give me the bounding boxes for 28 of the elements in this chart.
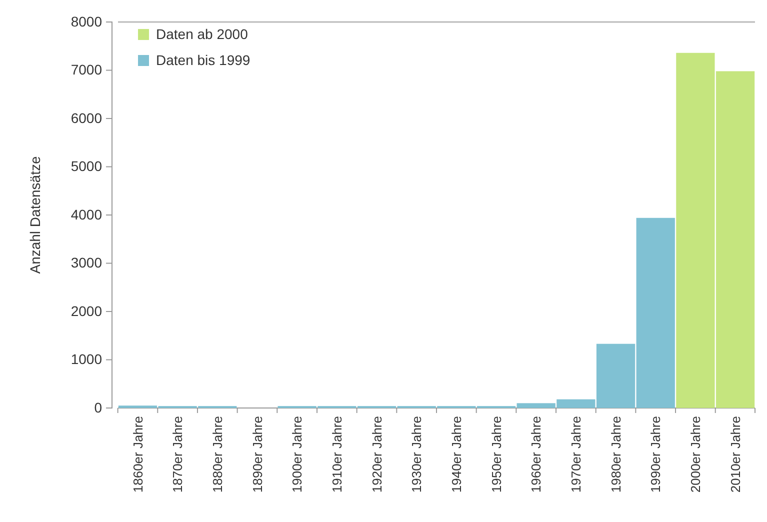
y-tick-label: 4000 <box>70 206 102 222</box>
x-tick-label: 1910er Jahre <box>329 416 344 493</box>
x-tick-label: 1860er Jahre <box>130 416 146 493</box>
x-tick-label: 1930er Jahre <box>409 416 424 493</box>
y-tick-label: 6000 <box>70 110 102 126</box>
y-tick-label: 0 <box>94 399 102 416</box>
y-tick-label: 3000 <box>70 254 102 271</box>
x-tick-label: 1970er Jahre <box>568 416 584 493</box>
x-tick-label: 1950er Jahre <box>488 416 504 493</box>
x-tick-label: 1890er Jahre <box>250 416 265 493</box>
x-tick-label: 1960er Jahre <box>528 416 544 493</box>
legend-label: Daten ab 2000 <box>156 26 248 42</box>
y-tick-label: 5000 <box>70 158 102 174</box>
x-tick-label: 1870er Jahre <box>170 416 186 493</box>
x-tick-label: 2010er Jahre <box>728 416 743 493</box>
x-tick-label: 1880er Jahre <box>210 416 225 493</box>
y-axis-title: Anzahl Datensätze <box>27 156 43 274</box>
x-tick-label: 1980er Jahre <box>608 416 624 493</box>
x-tick-label: 1900er Jahre <box>290 416 305 493</box>
y-tick-label: 1000 <box>70 351 102 368</box>
legend-label: Daten bis 1999 <box>156 52 250 68</box>
x-tick-label: 1990er Jahre <box>648 416 664 493</box>
y-tick-label: 2000 <box>70 302 102 319</box>
x-tick-label: 2000er Jahre <box>688 416 703 493</box>
x-tick-label: 1920er Jahre <box>369 416 384 493</box>
x-tick-label: 1940er Jahre <box>448 416 464 493</box>
y-tick-label: 8000 <box>70 13 102 30</box>
y-tick-label: 7000 <box>70 62 102 78</box>
